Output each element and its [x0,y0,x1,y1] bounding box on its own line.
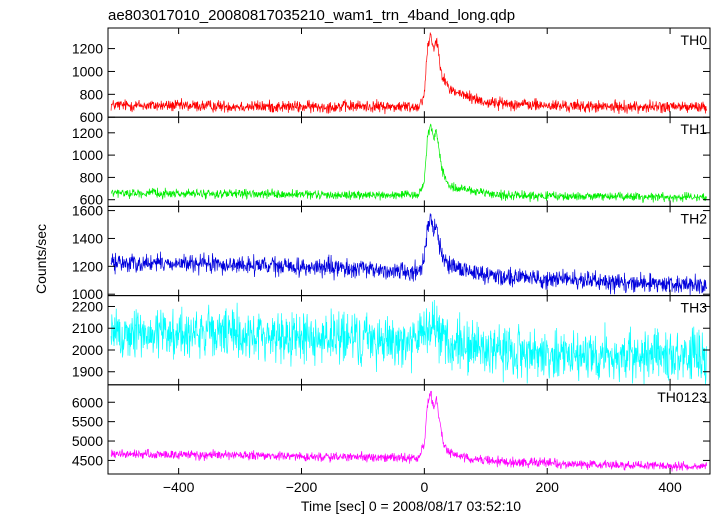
y-tick-label: 6000 [72,394,103,410]
y-tick-label: 1200 [72,258,103,274]
x-tick-label: −400 [163,479,195,495]
y-tick-label: 1900 [72,364,103,380]
panel-th2: 1000 1200 1400 1600 TH2 [72,203,711,302]
series-line-th2 [110,213,708,296]
panel-th1: 600 800 1000 1200 TH1 [72,116,711,208]
panel-th3: 1900 2000 2100 2200 TH3 [72,295,711,386]
y-tick-label: 800 [80,86,104,102]
y-tick-label: 2000 [72,342,103,358]
y-tick-label: 600 [80,192,104,208]
series-line-th3 [110,299,708,385]
y-tick-label: 5500 [72,414,103,430]
panel-label-th3: TH3 [681,300,708,316]
y-tick-label: 1000 [72,147,103,163]
series-line-th0123 [110,390,708,472]
x-tick-label: 400 [658,479,682,495]
y-tick-label: 2200 [72,298,103,314]
y-tick-label: 4500 [72,452,103,468]
panel-th0: 600 800 1000 1200 TH0 [72,27,711,125]
panel-label-th0: TH0 [681,32,708,48]
series-line-th0 [110,32,708,115]
y-tick-label: 2100 [72,320,103,336]
panel-label-th1: TH1 [681,121,708,137]
y-tick-label: 800 [80,169,104,185]
panels-group: 600 800 1000 1200 TH0 600 800 1000 1200 TH1 1000 12… [72,27,711,495]
y-tick-label: 1200 [72,41,103,57]
series-line-th1 [110,123,708,203]
y-tick-label: 1000 [72,286,103,302]
chart-title: ae803017010_20080817035210_wam1_trn_4ban… [108,7,515,24]
y-tick-label: 1600 [72,203,103,219]
x-tick-label: 200 [536,479,560,495]
panel-label-th0123: TH0123 [657,389,707,405]
panel-label-th2: TH2 [681,210,708,226]
x-axis-label: Time [sec] 0 = 2008/08/17 03:52:10 [301,498,521,514]
y-tick-label: 1200 [72,125,103,141]
x-tick-label: 0 [420,479,428,495]
panel-th0123: 4500 5000 5500 6000 TH0123 [72,384,711,475]
x-tick-label: −200 [286,479,318,495]
y-tick-label: 1000 [72,63,103,79]
y-tick-label: 600 [80,109,104,125]
y-tick-label: 5000 [72,433,103,449]
y-axis-label: Counts/sec [33,224,49,294]
panel-frame [107,384,711,475]
y-tick-label: 1400 [72,230,103,246]
